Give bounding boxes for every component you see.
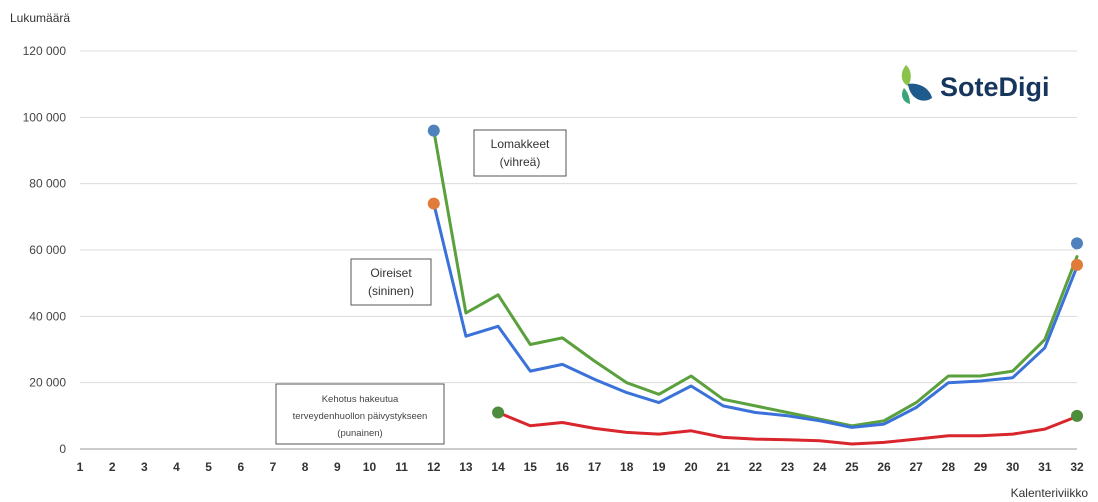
x-tick-label: 5 xyxy=(205,460,212,474)
annotation-kehotus-line2: terveydenhuollon päivystykseen xyxy=(293,411,428,422)
x-tick-label: 1 xyxy=(77,460,84,474)
x-tick-label: 28 xyxy=(942,460,956,474)
x-tick-label: 2 xyxy=(109,460,116,474)
start-marker-kehotus xyxy=(492,406,505,419)
x-axis-ticks: 1 2 3 4 5 6 7 8 9 10 11 12 13 14 15 16 17 18 19 20 21 22 23 24 2… xyxy=(77,460,1084,474)
annotation-oireet-line1: Oireiset xyxy=(370,266,412,280)
y-tick-label: 100 000 xyxy=(23,110,67,124)
start-marker-lomakkeet xyxy=(427,124,440,137)
x-tick-label: 19 xyxy=(652,460,666,474)
x-tick-label: 9 xyxy=(334,460,341,474)
annotation-kehotus-box xyxy=(275,383,445,445)
y-tick-label: 0 xyxy=(59,442,66,456)
end-marker-0 xyxy=(1071,237,1083,250)
x-tick-label: 17 xyxy=(588,460,602,474)
x-tick-label: 6 xyxy=(237,460,244,474)
annotation-lomakkeet-line2: (vihreä) xyxy=(500,155,541,169)
annotation-kehotus: Kehotus hakeutua terveydenhuollon päivys… xyxy=(275,383,445,445)
grid-layer xyxy=(80,50,1077,450)
x-tick-label: 4 xyxy=(173,460,180,474)
marker-layer xyxy=(427,124,1083,422)
annotation-lomakkeet: Lomakkeet (vihreä) xyxy=(473,129,567,177)
y-axis-label: Lukumäärä xyxy=(10,11,70,25)
x-tick-label: 24 xyxy=(813,460,827,474)
annotation-lomakkeet-box xyxy=(473,129,567,177)
x-tick-label: 32 xyxy=(1070,460,1084,474)
y-tick-label: 80 000 xyxy=(29,177,66,191)
x-tick-label: 25 xyxy=(845,460,859,474)
x-tick-label: 12 xyxy=(427,460,441,474)
annotation-oireet: Oireiset (sininen) xyxy=(350,258,432,306)
annotation-oireet-line2: (sininen) xyxy=(368,284,414,298)
annotation-kehotus-line1: Kehotus hakeutua xyxy=(322,394,399,405)
start-marker-oireet xyxy=(427,197,440,210)
y-tick-label: 60 000 xyxy=(29,243,66,257)
x-tick-label: 8 xyxy=(302,460,309,474)
y-tick-label: 40 000 xyxy=(29,309,66,323)
annotation-oireet-box xyxy=(350,258,432,306)
x-tick-label: 15 xyxy=(524,460,538,474)
y-axis-ticks: 0 20 000 40 000 60 000 80 000 100 000 120 000 xyxy=(23,44,67,456)
x-tick-label: 14 xyxy=(491,460,505,474)
x-tick-label: 31 xyxy=(1038,460,1052,474)
x-tick-label: 13 xyxy=(459,460,473,474)
x-tick-label: 21 xyxy=(717,460,731,474)
series-layer xyxy=(432,129,1079,446)
end-marker-1 xyxy=(1071,258,1083,271)
x-tick-label: 23 xyxy=(781,460,795,474)
series-line-oireet xyxy=(432,202,1079,429)
x-tick-label: 3 xyxy=(141,460,148,474)
x-tick-label: 7 xyxy=(270,460,277,474)
annotation-lomakkeet-line1: Lomakkeet xyxy=(491,137,550,151)
x-tick-label: 10 xyxy=(363,460,377,474)
x-tick-label: 26 xyxy=(877,460,891,474)
x-tick-label: 30 xyxy=(1006,460,1020,474)
sotedigi-leaf-icon xyxy=(901,65,932,104)
end-marker-2 xyxy=(1071,409,1083,422)
sotedigi-logo: SoteDigi xyxy=(888,60,1068,108)
x-tick-label: 22 xyxy=(749,460,763,474)
x-tick-label: 16 xyxy=(556,460,570,474)
y-tick-label: 120 000 xyxy=(23,44,67,58)
x-tick-label: 29 xyxy=(974,460,988,474)
series-line-kehotus xyxy=(496,411,1079,446)
x-axis-label: Kalenteriviikko xyxy=(1011,486,1089,500)
x-tick-label: 20 xyxy=(684,460,698,474)
y-tick-label: 20 000 xyxy=(29,376,66,390)
x-tick-label: 27 xyxy=(910,460,924,474)
x-tick-label: 18 xyxy=(620,460,634,474)
series-line-lomakkeet xyxy=(432,129,1079,428)
logo-text: SoteDigi xyxy=(940,72,1050,102)
logo-background xyxy=(888,60,1068,108)
x-tick-label: 11 xyxy=(395,460,408,474)
annotation-kehotus-line3: (punainen) xyxy=(337,428,382,439)
